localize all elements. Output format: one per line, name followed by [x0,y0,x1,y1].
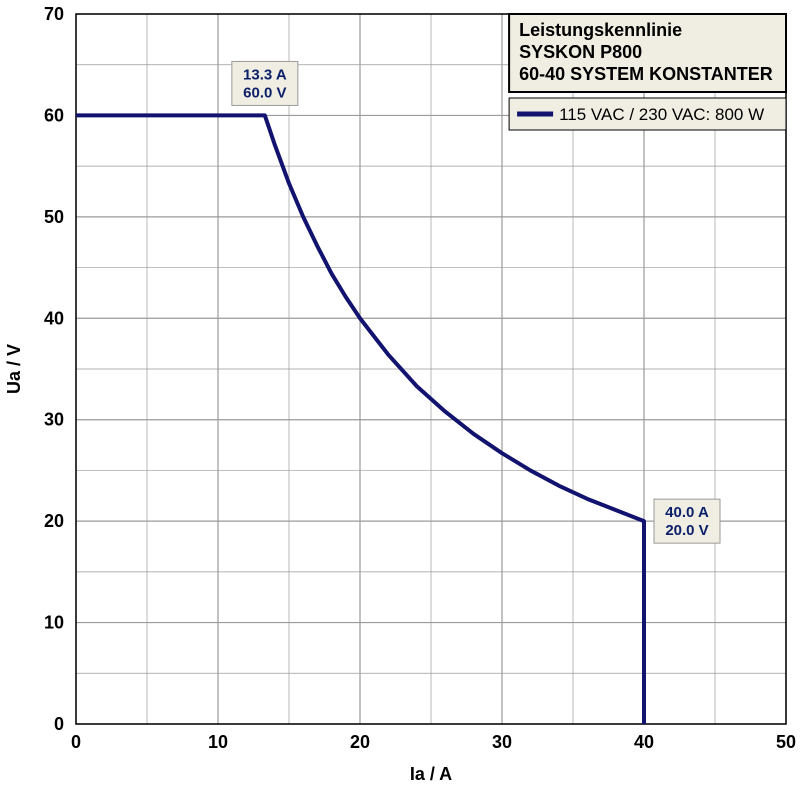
svg-text:50: 50 [44,207,64,227]
callout-value: 13.3 A [243,66,287,83]
callout-left: 13.3 A 60.0 V [232,61,298,105]
chart-title-box: Leistungskennlinie SYSKON P800 60-40 SYS… [509,14,786,92]
title-line: 60-40 SYSTEM KONSTANTER [519,64,773,84]
svg-text:0: 0 [54,714,64,734]
callout-right: 40.0 A 20.0 V [654,499,720,543]
power-curve-chart: 0 10 20 30 40 50 0 10 20 30 40 50 60 70 Ia / A Ua / … [0,0,800,799]
callout-value: 60.0 V [243,84,286,101]
callout-value: 20.0 V [665,522,708,539]
svg-text:40: 40 [44,308,64,328]
svg-text:20: 20 [350,732,370,752]
svg-text:10: 10 [44,613,64,633]
y-axis-label: Ua / V [4,344,24,394]
x-axis-label: Ia / A [410,764,452,784]
y-tick-labels: 0 10 20 30 40 50 60 70 [44,4,64,734]
svg-text:0: 0 [71,732,81,752]
svg-text:50: 50 [776,732,796,752]
title-line: Leistungskennlinie [519,20,682,40]
svg-text:70: 70 [44,4,64,24]
svg-text:60: 60 [44,105,64,125]
svg-text:40: 40 [634,732,654,752]
title-line: SYSKON P800 [519,42,642,62]
callout-value: 40.0 A [665,504,709,521]
svg-text:20: 20 [44,511,64,531]
svg-text:10: 10 [208,732,228,752]
svg-text:30: 30 [44,410,64,430]
svg-text:30: 30 [492,732,512,752]
chart-legend: 115 VAC / 230 VAC: 800 W [509,98,786,130]
x-tick-labels: 0 10 20 30 40 50 [71,732,796,752]
legend-label: 115 VAC / 230 VAC: 800 W [559,105,764,124]
